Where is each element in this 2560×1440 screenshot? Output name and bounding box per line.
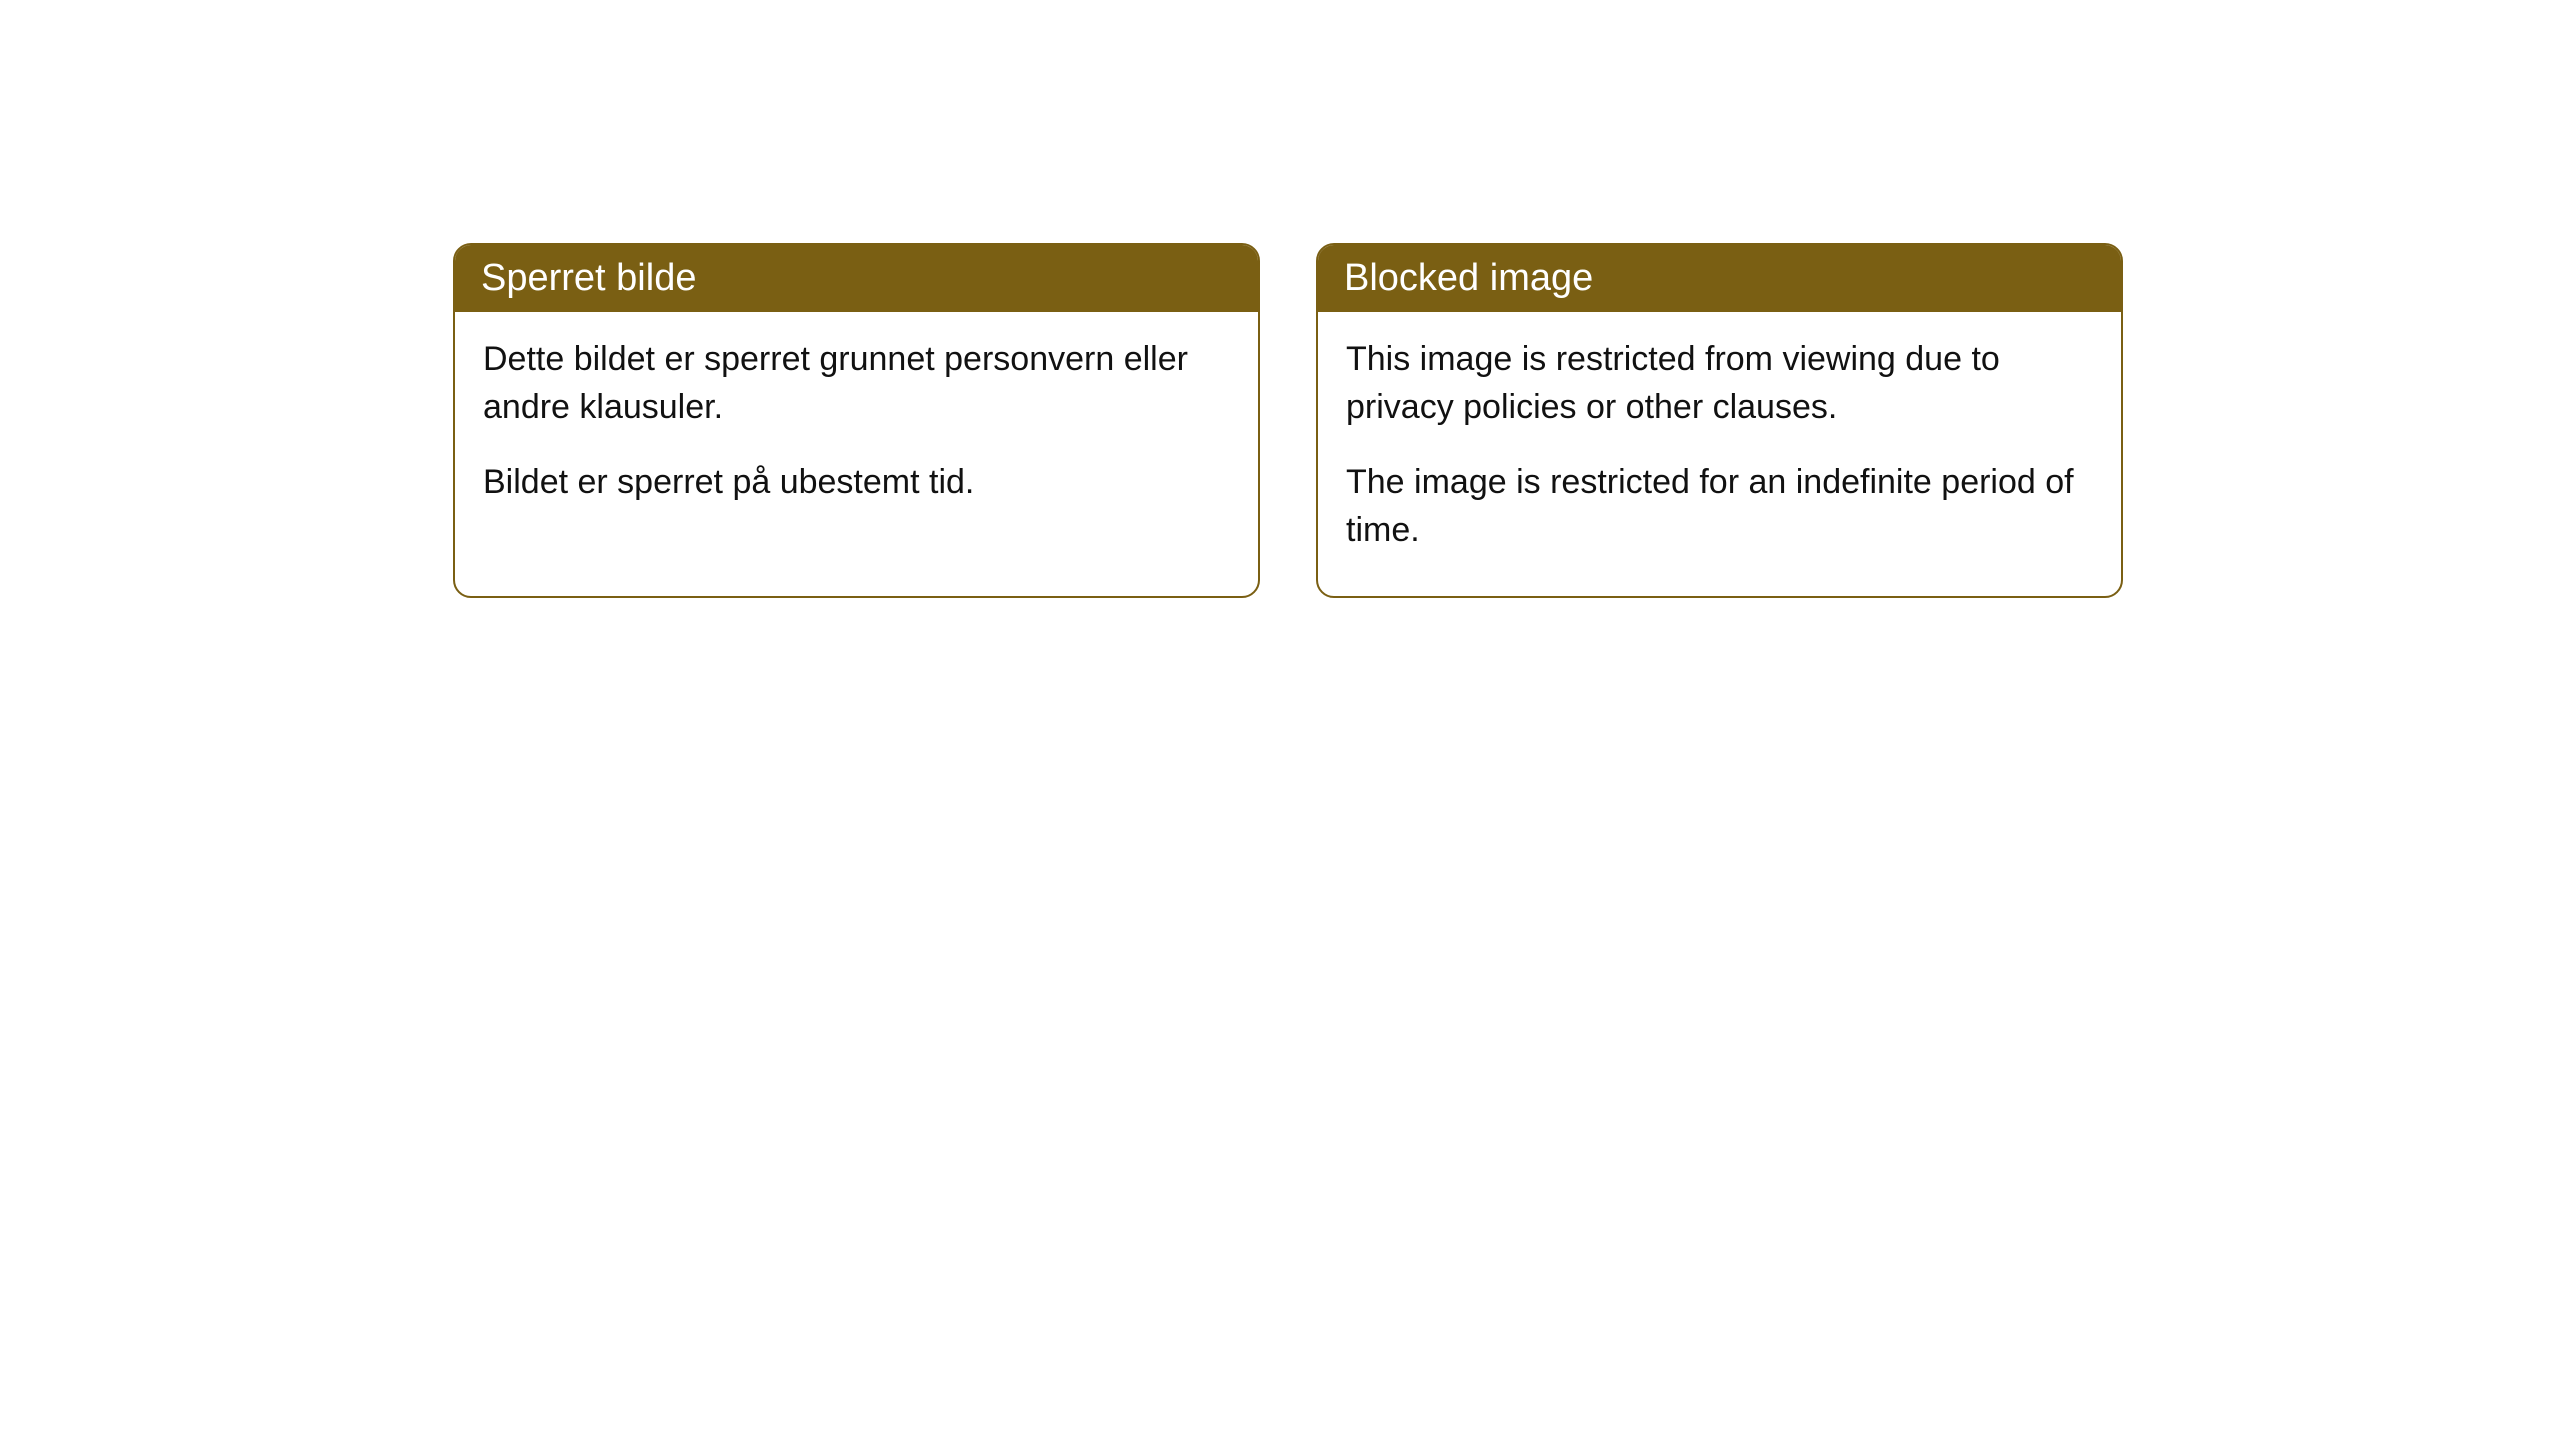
notice-container: Sperret bilde Dette bildet er sperret gr…	[0, 0, 2560, 598]
card-body: This image is restricted from viewing du…	[1318, 312, 2121, 596]
blocked-image-card-english: Blocked image This image is restricted f…	[1316, 243, 2123, 598]
card-paragraph: Dette bildet er sperret grunnet personve…	[483, 336, 1230, 431]
card-body: Dette bildet er sperret grunnet personve…	[455, 312, 1258, 549]
card-header: Blocked image	[1318, 245, 2121, 312]
card-paragraph: This image is restricted from viewing du…	[1346, 336, 2093, 431]
card-paragraph: The image is restricted for an indefinit…	[1346, 459, 2093, 554]
card-header: Sperret bilde	[455, 245, 1258, 312]
blocked-image-card-norwegian: Sperret bilde Dette bildet er sperret gr…	[453, 243, 1260, 598]
card-title: Sperret bilde	[481, 257, 696, 299]
card-title: Blocked image	[1344, 257, 1593, 299]
card-paragraph: Bildet er sperret på ubestemt tid.	[483, 459, 1230, 507]
